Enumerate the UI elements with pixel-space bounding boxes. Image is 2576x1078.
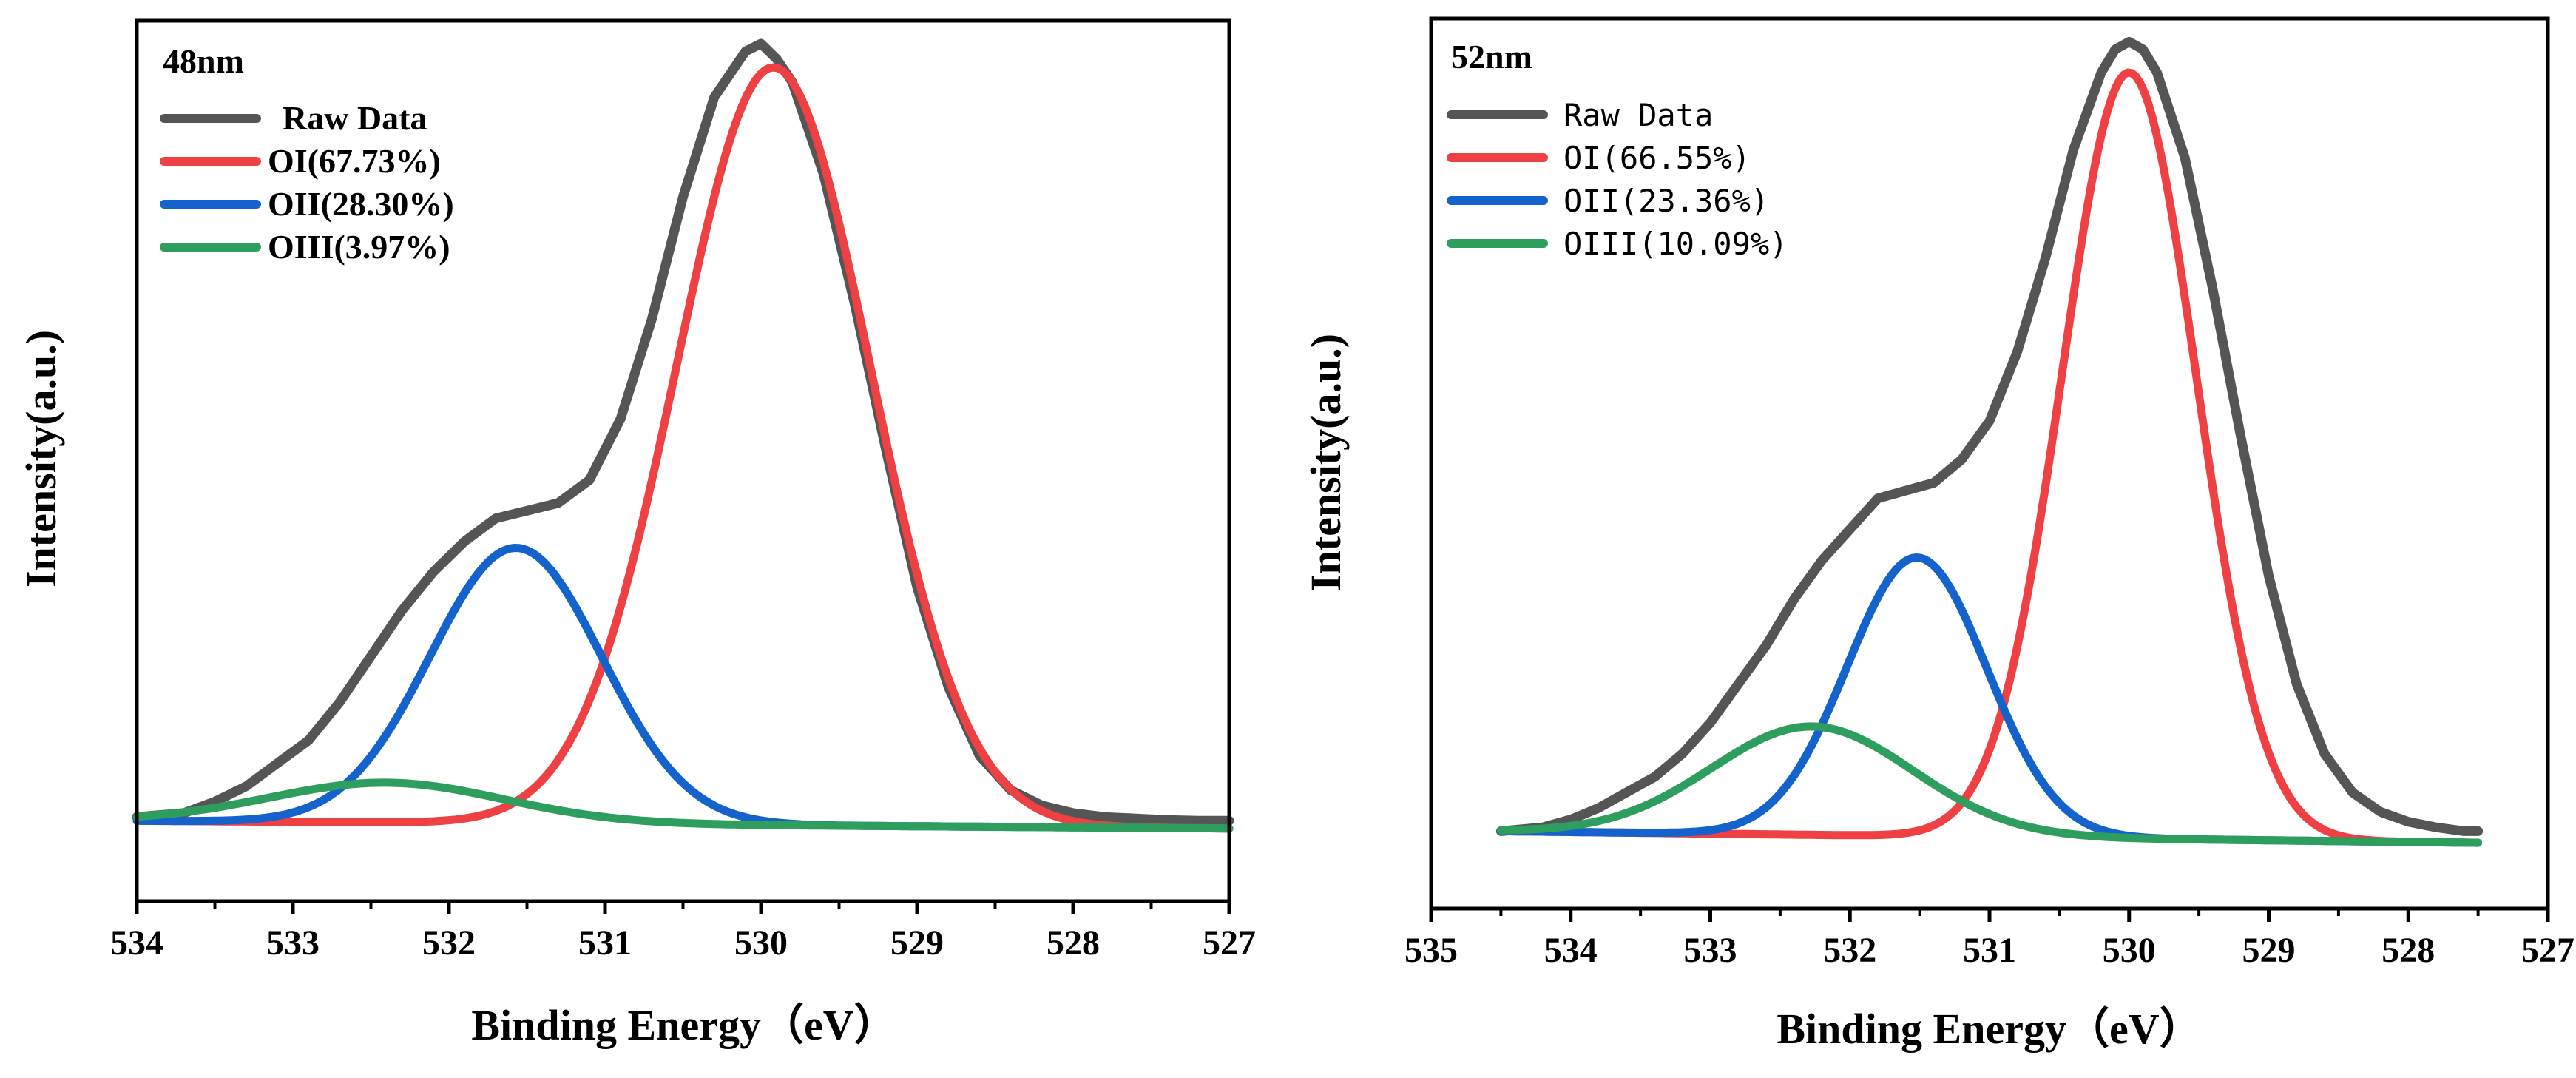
- panel-52nm: 535 534 533 532 531 530 529 528 527 52nm Raw Dat…: [1302, 16, 2575, 1053]
- x-tick-label: 532: [422, 923, 476, 963]
- x-tick-label: 527: [2521, 931, 2575, 970]
- y-axis-title-48nm: Intensity(a.u.): [17, 330, 65, 587]
- panel-48nm: 534 533 532 531 530 529 528 527 48nm Raw Data OI…: [17, 18, 1256, 1049]
- panel-label-48nm: 48nm: [163, 42, 244, 80]
- x-tick-label: 528: [2381, 931, 2435, 970]
- legend-label: OII(28.30%): [268, 185, 454, 223]
- series-line-raw-data: [132, 38, 1234, 826]
- x-axis-48nm: 534 533 532 531 530 529 528 527: [110, 18, 1256, 963]
- x-tick-label: 530: [734, 923, 788, 963]
- x-tick-label: 533: [266, 923, 320, 963]
- plot-area-48nm: [132, 38, 1234, 833]
- legend-label: OIII(10.09%): [1563, 226, 1788, 262]
- x-tick-label: 531: [1963, 931, 2016, 970]
- x-tick-label: 528: [1047, 923, 1100, 963]
- x-tick-label: 527: [1203, 923, 1256, 963]
- legend-label: OI(66.55%): [1563, 140, 1751, 176]
- legend-label: Raw Data: [283, 99, 427, 137]
- x-tick-label: 535: [1404, 931, 1458, 970]
- x-tick-label: 529: [2242, 931, 2296, 970]
- x-tick-label: 533: [1684, 931, 1737, 970]
- series-line-oiii-3-97: [132, 778, 1234, 833]
- series-line-oii-23-36: [1496, 553, 2483, 847]
- panel-label-52nm: 52nm: [1451, 38, 1532, 75]
- series-line-oi-67-73: [132, 63, 1234, 833]
- x-tick-label: 531: [578, 923, 632, 963]
- series-line-oii-28-30: [132, 544, 1234, 833]
- plot-area-52nm: [1495, 36, 2484, 847]
- x-axis-title-48nm: Binding Energy（eV）: [471, 1001, 896, 1049]
- x-tick-label: 534: [1544, 931, 1598, 970]
- x-tick-label: 529: [890, 923, 944, 963]
- series-line-oiii-10-09: [1496, 722, 2483, 847]
- legend-label: Raw Data: [1563, 97, 1713, 133]
- legend-48nm: Raw Data OI(67.73%) OII(28.30%) OIII(3.97%): [160, 99, 454, 266]
- x-tick-label: 534: [110, 923, 163, 963]
- series-line-raw-data: [1495, 36, 2484, 836]
- legend-label: OI(67.73%): [268, 142, 441, 180]
- legend-label: OII(23.36%): [1563, 183, 1769, 219]
- x-axis-52nm: 535 534 533 532 531 530 529 528 527: [1404, 16, 2575, 970]
- x-tick-label: 530: [2103, 931, 2156, 970]
- y-axis-title-52nm: Intensity(a.u.): [1302, 334, 1350, 591]
- x-axis-title-52nm: Binding Energy（eV）: [1777, 1005, 2202, 1053]
- legend-label: OIII(3.97%): [268, 228, 450, 266]
- legend-52nm: Raw Data OI(66.55%) OII(23.36%) OIII(10.09%…: [1447, 97, 1788, 262]
- x-tick-label: 532: [1823, 931, 1876, 970]
